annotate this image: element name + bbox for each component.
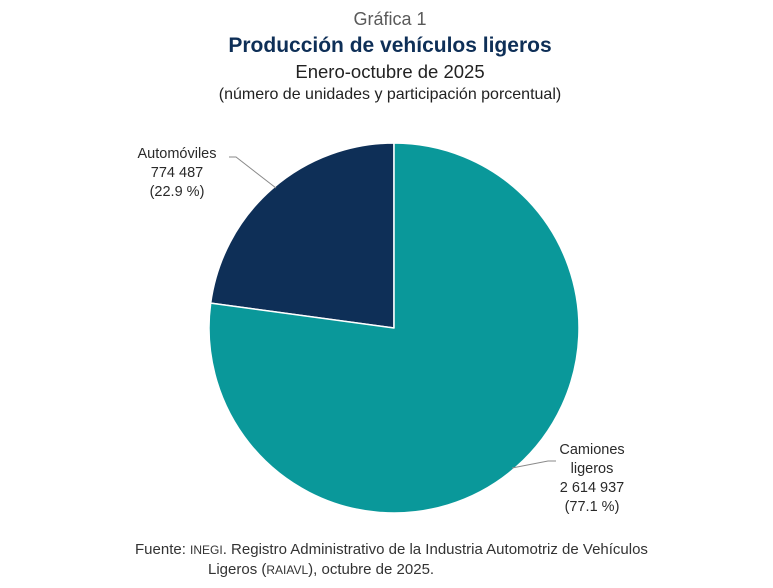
leader-line-1	[229, 156, 277, 189]
source-line-1: Fuente: INEGI. Registro Administrativo d…	[135, 541, 648, 558]
slice-label-2: Camiones ligeros 2 614 937 (77.1 %)	[559, 442, 624, 515]
slice-share-1: (22.9 %)	[150, 184, 205, 200]
pie-slices	[208, 142, 580, 514]
chart-title: Producción de vehículos ligeros	[228, 34, 552, 57]
source-line-2: Ligeros (RAIAVL), octubre de 2025.	[208, 561, 435, 578]
slice-value-2: 2 614 937	[560, 480, 625, 496]
slice-value-1: 774 487	[151, 165, 203, 181]
slice-name-2: ligeros	[571, 461, 614, 477]
source-org: INEGI	[190, 543, 223, 557]
chart-label: Gráfica 1	[353, 9, 427, 29]
leader-lines	[229, 156, 556, 469]
chart-subtitle: Enero-octubre de 2025	[295, 61, 485, 82]
slice-name-2: Camiones	[559, 442, 624, 458]
pie-slice-1	[209, 142, 395, 329]
slice-name-1: Automóviles	[138, 146, 217, 162]
slice-share-2: (77.1 %)	[565, 499, 620, 515]
source-note: Fuente: INEGI. Registro Administrativo d…	[0, 540, 773, 580]
source-acronym: RAIAVL	[266, 563, 309, 577]
slice-label-1: Automóviles 774 487 (22.9 %)	[138, 146, 217, 200]
pie-chart: Automóviles 774 487 (22.9 %) Camiones ligero…	[138, 142, 625, 515]
chart-units-note: (número de unidades y participación porc…	[218, 86, 562, 103]
slice-labels: Automóviles 774 487 (22.9 %) Camiones ligero…	[138, 146, 625, 515]
leader-line-2	[511, 460, 556, 469]
